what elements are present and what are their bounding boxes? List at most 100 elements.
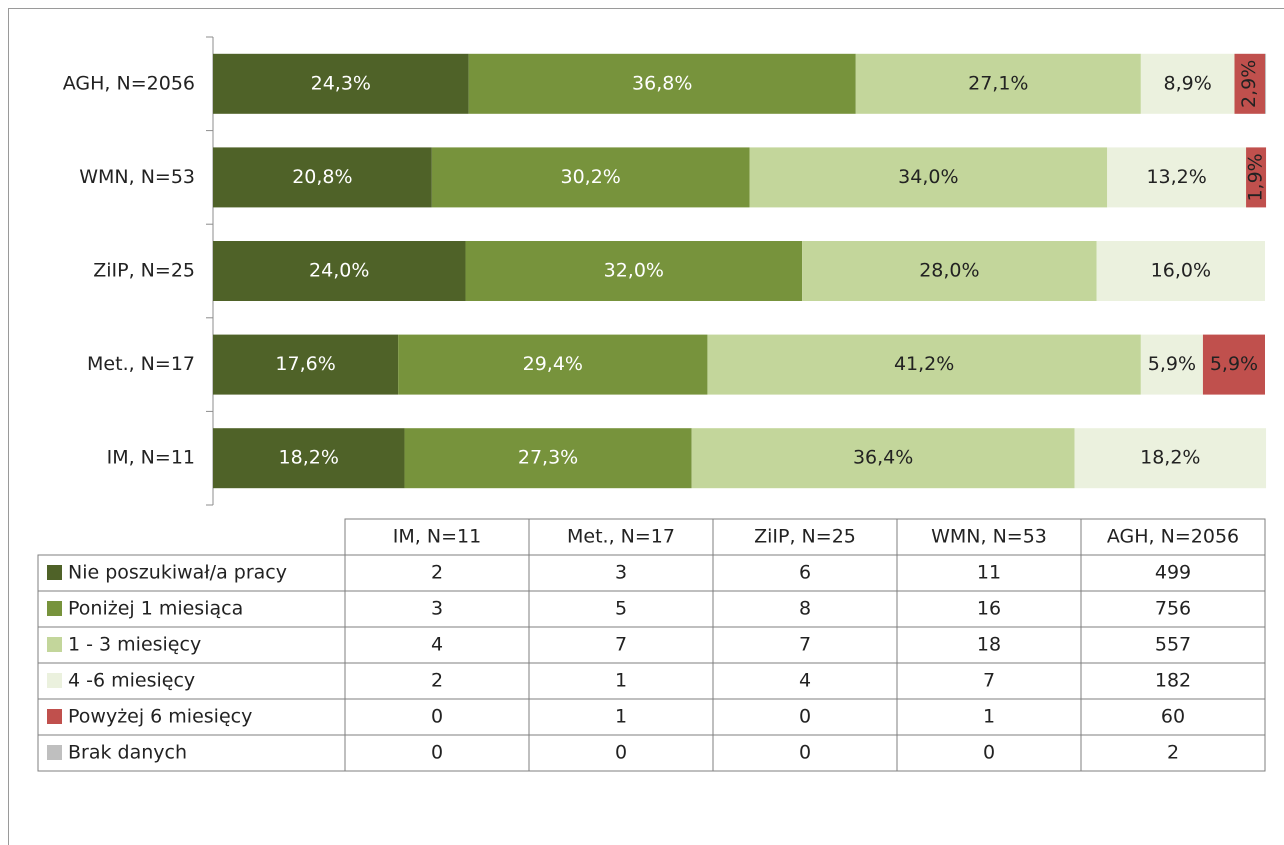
table-value: 7: [799, 634, 811, 656]
legend-swatch: [47, 565, 62, 580]
table-header: AGH, N=2056: [1107, 526, 1239, 548]
table-header: WMN, N=53: [931, 526, 1047, 548]
table-value: 7: [983, 670, 995, 692]
value-label: 27,1%: [968, 72, 1028, 94]
legend-label: Poniżej 1 miesiąca: [68, 598, 243, 620]
value-label: 24,0%: [309, 260, 369, 282]
value-label: 5,9%: [1210, 353, 1258, 375]
bar-segment: [404, 428, 692, 489]
table-value: 6: [799, 562, 811, 584]
value-label: 8,9%: [1164, 72, 1212, 94]
table-value: 182: [1155, 670, 1191, 692]
table-value: 18: [977, 634, 1001, 656]
legend-label: Brak danych: [68, 742, 187, 764]
legend-swatch: [47, 709, 62, 724]
value-label: 1,9%: [1245, 153, 1267, 201]
table-value: 0: [431, 706, 443, 728]
table-value: 3: [615, 562, 627, 584]
legend-label: 4 -6 miesięcy: [68, 670, 195, 692]
bar-segment: [468, 53, 856, 114]
table-value: 756: [1155, 598, 1191, 620]
table-header: ZiIP, N=25: [754, 526, 856, 548]
table-value: 4: [431, 634, 443, 656]
category-label: ZiIP, N=25: [93, 260, 195, 282]
bar-segment: [1140, 334, 1203, 395]
category-label: AGH, N=2056: [63, 72, 195, 94]
bar-segment: [1246, 147, 1267, 208]
table-value: 2: [431, 562, 443, 584]
bar-segment: [213, 147, 432, 208]
legend-swatch: [47, 745, 62, 760]
legend-swatch: [47, 637, 62, 652]
table-value: 557: [1155, 634, 1191, 656]
bar-segment: [213, 334, 399, 395]
value-label: 13,2%: [1146, 166, 1206, 188]
bar-segment: [1074, 428, 1267, 489]
bar-segment: [802, 241, 1097, 301]
value-label: 5,9%: [1148, 353, 1196, 375]
legend-label: Nie poszukiwał/a pracy: [68, 562, 287, 584]
category-label: WMN, N=53: [79, 166, 195, 188]
bar-segment: [1234, 53, 1265, 114]
category-label: Met., N=17: [87, 353, 195, 375]
bar-segment: [213, 241, 466, 301]
bar-segment: [213, 428, 405, 489]
bar-segment: [431, 147, 750, 208]
table-header: IM, N=11: [393, 526, 481, 548]
frame: [8, 8, 1284, 845]
bar-segment: [707, 334, 1141, 395]
value-label: 27,3%: [518, 447, 578, 469]
legend-label: Powyżej 6 miesięcy: [68, 706, 252, 728]
bar-segment: [465, 241, 803, 301]
table-value: 0: [615, 742, 627, 764]
table-value: 4: [799, 670, 811, 692]
value-label: 18,2%: [1140, 447, 1200, 469]
table-value: 1: [615, 706, 627, 728]
bar-segment: [398, 334, 708, 395]
table-value: 11: [977, 562, 1001, 584]
table-value: 1: [615, 670, 627, 692]
value-label: 30,2%: [560, 166, 620, 188]
value-label: 18,2%: [279, 447, 339, 469]
value-label: 36,4%: [853, 447, 913, 469]
table-value: 16: [977, 598, 1001, 620]
table-value: 499: [1155, 562, 1191, 584]
legend-swatch: [47, 601, 62, 616]
table-value: 7: [615, 634, 627, 656]
value-label: 36,8%: [632, 72, 692, 94]
category-label: IM, N=11: [107, 447, 195, 469]
table-value: 3: [431, 598, 443, 620]
value-label: 34,0%: [898, 166, 958, 188]
bar-segment: [1096, 241, 1265, 301]
bar-segment: [213, 53, 469, 114]
legend-swatch: [47, 673, 62, 688]
table-header: Met., N=17: [567, 526, 675, 548]
table-value: 2: [1167, 742, 1179, 764]
bar-segment: [1140, 53, 1235, 114]
value-label: 24,3%: [311, 72, 371, 94]
value-label: 20,8%: [292, 166, 352, 188]
table-value: 8: [799, 598, 811, 620]
value-label: 32,0%: [604, 260, 664, 282]
bar-segment: [749, 147, 1108, 208]
table-value: 1: [983, 706, 995, 728]
table-value: 0: [799, 706, 811, 728]
table-value: 0: [799, 742, 811, 764]
bar-segment: [691, 428, 1075, 489]
table-value: 60: [1161, 706, 1185, 728]
value-label: 17,6%: [275, 353, 335, 375]
bar-segment: [1107, 147, 1247, 208]
bar-segment: [1202, 334, 1265, 395]
table-value: 0: [983, 742, 995, 764]
value-label: 29,4%: [523, 353, 583, 375]
table-value: 0: [431, 742, 443, 764]
value-label: 28,0%: [919, 260, 979, 282]
table-value: 2: [431, 670, 443, 692]
bar-segment: [1265, 53, 1267, 114]
value-label: 41,2%: [894, 353, 954, 375]
legend-label: 1 - 3 miesięcy: [68, 634, 201, 656]
value-label: 16,0%: [1151, 260, 1211, 282]
table-value: 5: [615, 598, 627, 620]
bar-segment: [855, 53, 1141, 114]
